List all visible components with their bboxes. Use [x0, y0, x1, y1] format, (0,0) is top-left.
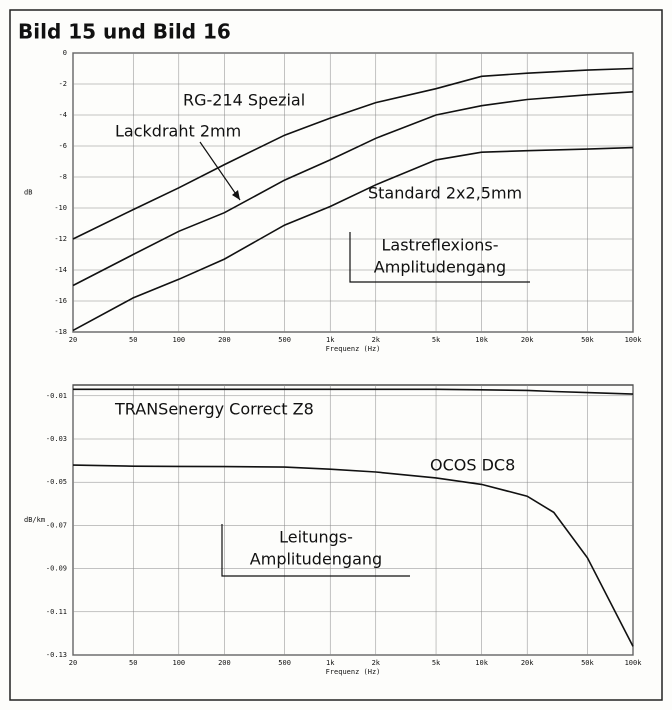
x-tick-label: 10k [475, 336, 488, 344]
y-tick-label: -2 [59, 80, 67, 88]
x-tick-label: 100 [172, 336, 185, 344]
y-tick-label: -0.11 [46, 608, 67, 616]
x-tick-label: 50 [129, 336, 137, 344]
annotation-box [221, 524, 410, 577]
y-tick-label: -0.07 [46, 521, 67, 529]
series-label: TRANSenergy Correct Z8 [114, 400, 314, 419]
y-tick-label: -12 [54, 235, 67, 243]
x-tick-label: 50 [129, 659, 137, 667]
plot-area [72, 384, 634, 656]
series-label: RG-214 Spezial [183, 91, 305, 110]
x-axis-label: Frequenz (Hz) [326, 668, 381, 676]
y-tick-label: -18 [54, 328, 67, 336]
data-line [73, 388, 634, 395]
y-tick-label: -8 [59, 173, 67, 181]
data-line [72, 146, 634, 332]
x-tick-label: 20 [69, 659, 77, 667]
x-tick-label: 20 [69, 336, 77, 344]
y-tick-label: -0.09 [46, 565, 67, 573]
y-axis-label: dB [24, 189, 32, 197]
x-tick-label: 20k [521, 336, 534, 344]
y-tick-label: -0.01 [46, 392, 67, 400]
x-tick-label: 20k [521, 659, 534, 667]
x-tick-label: 200 [218, 659, 231, 667]
annotation: Amplitudengang [250, 550, 382, 569]
series-label: OCOS DC8 [430, 456, 515, 475]
annotation-box [349, 232, 530, 283]
y-tick-label: -10 [54, 204, 67, 212]
x-axis-label: Frequenz (Hz) [326, 345, 381, 353]
data-line [72, 91, 634, 287]
x-tick-label: 100k [625, 659, 643, 667]
x-tick-label: 500 [278, 336, 291, 344]
y-tick-label: -4 [59, 111, 67, 119]
x-tick-label: 50k [581, 336, 594, 344]
frame [9, 9, 663, 701]
x-tick-label: 100 [172, 659, 185, 667]
annotation: Leitungs- [279, 528, 353, 547]
annotation: Lastreflexions- [382, 236, 499, 255]
x-tick-label: 5k [432, 659, 441, 667]
x-tick-label: 50k [581, 659, 594, 667]
y-tick-label: -0.05 [46, 478, 67, 486]
y-tick-label: -0.13 [46, 651, 67, 659]
x-tick-label: 2k [372, 659, 381, 667]
arrow [199, 141, 241, 201]
plot-area [72, 52, 634, 333]
data-line [72, 464, 634, 647]
y-tick-label: 0 [63, 49, 67, 57]
series-label: Lackdraht 2mm [115, 122, 241, 141]
page-title: Bild 15 und Bild 16 [18, 20, 231, 44]
arrow-head [232, 190, 240, 200]
x-tick-label: 1k [326, 659, 335, 667]
y-tick-label: -14 [54, 266, 67, 274]
x-tick-label: 1k [326, 336, 335, 344]
x-tick-label: 500 [278, 659, 291, 667]
series-label: Standard 2x2,5mm [368, 184, 522, 203]
x-tick-label: 10k [475, 659, 488, 667]
y-axis-label: dB/km [24, 516, 45, 524]
y-tick-label: -0.03 [46, 435, 67, 443]
x-tick-label: 5k [432, 336, 441, 344]
x-tick-label: 200 [218, 336, 231, 344]
data-line [72, 67, 634, 240]
y-tick-label: -16 [54, 297, 67, 305]
x-tick-label: 100k [625, 336, 643, 344]
annotation: Amplitudengang [374, 258, 506, 277]
x-tick-label: 2k [372, 336, 381, 344]
y-tick-label: -6 [59, 142, 67, 150]
